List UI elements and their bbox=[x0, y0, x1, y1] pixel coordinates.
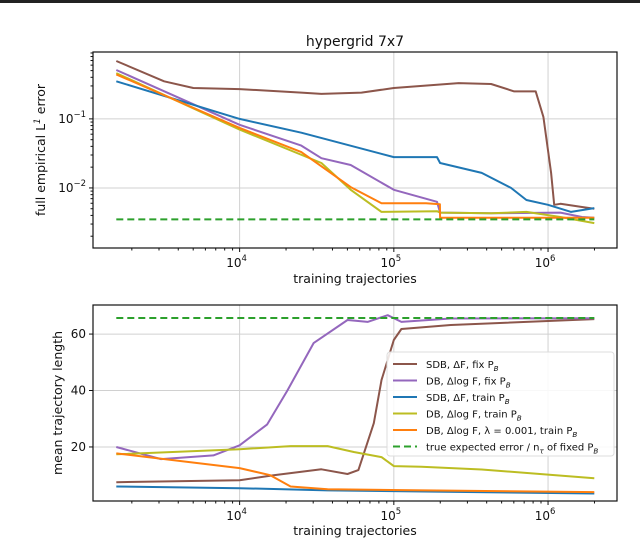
bottom-axes: 104 105 106 20 40 60 SDB, ΔF, fix PB​ DB, Δlog … bbox=[71, 304, 618, 523]
legend-label: true expected error / nτ​ of fixed PB​ bbox=[426, 443, 598, 456]
bottom-x-axis-label: training trajectories bbox=[293, 523, 417, 538]
x-tick-label: 105 bbox=[380, 507, 401, 523]
top-y-axis-label: full empirical L1​ error bbox=[33, 83, 48, 216]
x-tick-label: 106 bbox=[535, 254, 556, 270]
y-tick-label: 10−1 bbox=[58, 110, 86, 126]
series-line-sdb-f-fix-p-b bbox=[116, 318, 595, 484]
legend-label: SDB, ΔF, train PB​ bbox=[426, 393, 510, 406]
series-group bbox=[116, 314, 595, 495]
x-tick-label: 106 bbox=[535, 507, 556, 523]
legend-box bbox=[386, 351, 615, 457]
series-line-db-log-f-0-001-train-p-b bbox=[116, 452, 595, 494]
series-line-sdb-f-train-p-b bbox=[116, 485, 595, 495]
top-axes: 104 105 106 10−1 10−2 bbox=[58, 51, 618, 270]
series-line-db-log-f-fix-p-b bbox=[116, 314, 595, 461]
series-line-db-log-f-train-p-b bbox=[116, 445, 595, 480]
legend-label: DB, Δlog F, fix PB​ bbox=[426, 377, 511, 390]
y-tick-label: 10−2 bbox=[58, 179, 86, 195]
y-tick-label: 40 bbox=[71, 384, 86, 398]
series-line-db-log-f-train-p-b bbox=[115, 72, 595, 225]
legend-label: DB, Δlog F, train PB​ bbox=[426, 410, 522, 423]
x-tick-label: 104 bbox=[226, 254, 247, 270]
legend-label: SDB, ΔF, fix PB​ bbox=[426, 360, 499, 373]
series-line-db-log-f-fix-p-b bbox=[115, 69, 595, 219]
series-line-db-log-f-0-001-train-p-b bbox=[115, 73, 595, 219]
axes-frame bbox=[92, 51, 618, 249]
bottom-y-axis-label: mean trajectory length bbox=[50, 331, 65, 475]
window-top-border bbox=[0, 0, 640, 3]
axes-frame bbox=[92, 304, 618, 502]
top-x-axis-label: training trajectories bbox=[293, 271, 417, 286]
x-tick-label: 105 bbox=[380, 254, 401, 270]
legend-label: DB, Δlog F, λ = 0.001, train PB​ bbox=[426, 426, 577, 439]
chart-title: hypergrid 7x7 bbox=[306, 34, 404, 50]
series-line-sdb-f-fix-p-b bbox=[115, 60, 595, 210]
x-tick-label: 104 bbox=[226, 507, 247, 523]
y-tick-label: 20 bbox=[71, 440, 86, 454]
y-tick-label: 60 bbox=[71, 327, 86, 341]
series-line-sdb-f-train-p-b bbox=[116, 80, 595, 213]
series-group bbox=[115, 60, 595, 225]
